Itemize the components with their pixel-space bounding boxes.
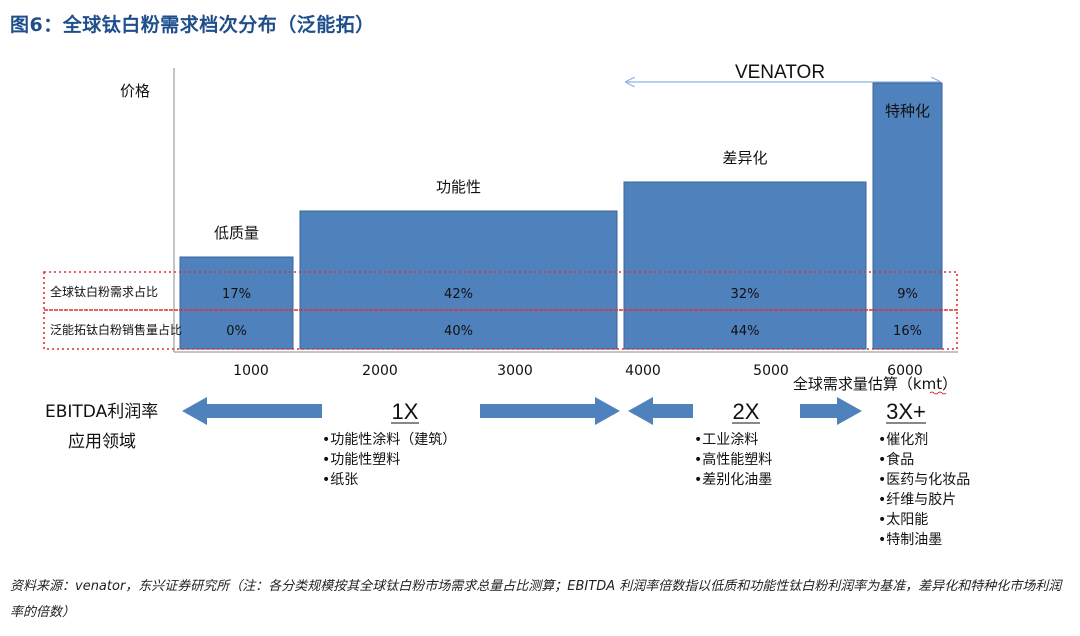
application-item-1-1: •功能性涂料（建筑） [322,432,456,448]
bar-label-3: 差异化 [722,149,767,167]
application-item-2-3: •差别化油墨 [694,472,772,488]
x-axis-label: 全球需求量估算（kmt） [793,375,957,393]
x-tick-2000: 2000 [362,363,398,379]
x-tick-6000: 6000 [887,363,923,379]
application-item-3-6: •特制油墨 [878,532,942,548]
bar-label-4: 特种化 [885,102,930,120]
arrow-right-2 [800,397,862,425]
source-note: 资料来源：venator，东兴证券研究所（注：各分类规模按其全球钛白粉市场需求总… [10,579,1062,620]
application-label: 应用领域 [68,432,136,452]
multiplier-3x: 3X+ [886,399,926,424]
y-axis-label: 价格 [120,82,150,100]
x-tick-5000: 5000 [753,363,789,379]
application-item-2-2: •高性能塑料 [694,451,772,468]
arrow-left-1 [182,397,322,425]
bar-2 [299,210,618,350]
application-item-3-2: •食品 [878,451,914,468]
x-tick-3000: 3000 [497,363,533,379]
bar-label-2: 功能性 [436,178,481,196]
application-item-3-1: •催化剂 [878,432,928,448]
x-axis-label-underline [929,391,947,395]
demand-tier-chart: 价格 VENATOR 低质量 功能性 差异化 特种化 1000 2000 3000 4000… [43,62,970,548]
row-value-1-4: 9% [897,287,918,302]
arrow-right-1 [480,397,620,425]
arrow-left-2 [628,397,693,425]
x-tick-1000: 1000 [233,363,269,379]
row-value-2-2: 40% [444,324,473,339]
row-value-2-3: 44% [731,324,760,339]
row-label-sales-share: 泛能拓钛白粉销售量占比 [50,322,182,337]
row-value-1-3: 32% [731,287,760,302]
row-value-2-4: 16% [893,324,922,339]
bar-3 [623,181,867,350]
application-item-1-3: •纸张 [322,472,358,488]
bar-4 [872,82,943,350]
demand-share-row-frame [43,271,958,311]
x-tick-4000: 4000 [625,363,661,379]
application-item-3-3: •医药与化妆品 [878,472,970,488]
bar-label-1: 低质量 [214,224,259,242]
application-item-1-2: •功能性塑料 [322,452,400,468]
application-item-3-4: •纤维与胶片 [878,491,956,508]
ebitda-label: EBITDA利润率 [45,402,158,422]
figure-title: 图6：全球钛白粉需求档次分布（泛能拓） [10,14,375,36]
row-label-demand-share: 全球钛白粉需求占比 [50,284,158,299]
row-value-1-1: 17% [222,287,251,302]
venator-label: VENATOR [735,62,825,83]
row-value-1-2: 42% [444,287,473,302]
application-item-2-1: •工业涂料 [694,432,758,448]
application-item-3-5: •太阳能 [878,512,928,528]
row-value-2-1: 0% [226,324,247,339]
sales-share-row-frame [43,309,958,350]
multiplier-2x: 2X [733,399,760,424]
multiplier-1x: 1X [392,399,419,424]
